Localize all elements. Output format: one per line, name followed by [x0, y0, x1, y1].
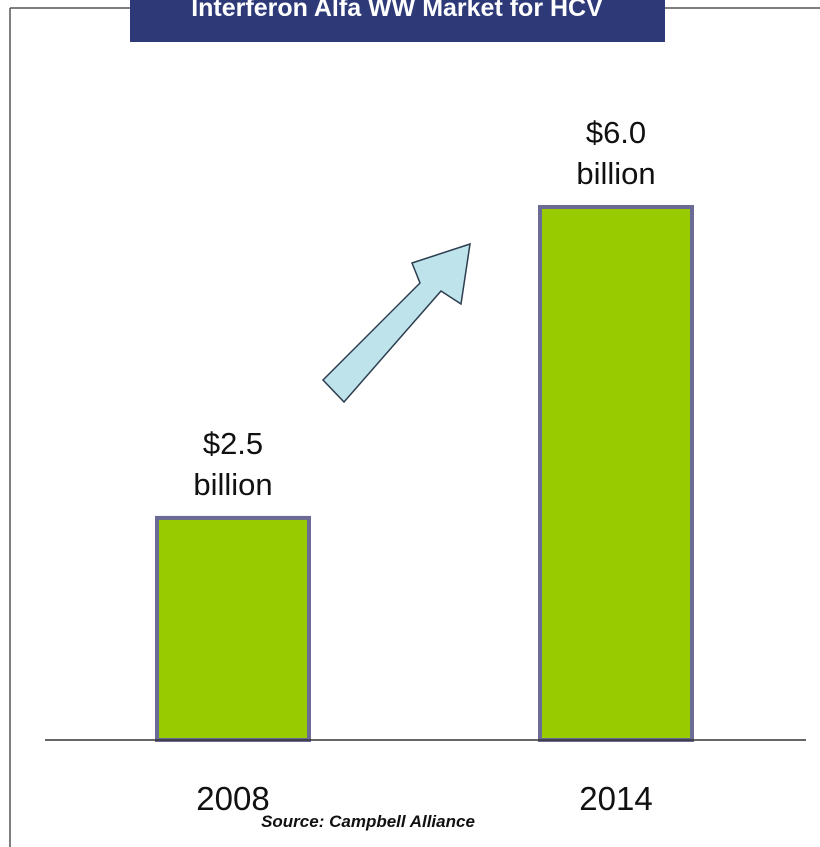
- data-label-2014-unit: billion: [576, 156, 655, 191]
- title-banner: [130, 0, 665, 42]
- source-note: Source: Campbell Alliance: [261, 812, 475, 831]
- x-tick-label-2008: 2008: [196, 780, 269, 817]
- bar-2008: [155, 515, 311, 743]
- x-tick-label-2014: 2014: [579, 780, 652, 817]
- data-label-2008-amount: $2.5: [203, 426, 263, 461]
- bar-2014: [538, 205, 694, 742]
- chart-title: Interferon Alfa WW Market for HCV: [191, 0, 603, 22]
- data-label-2014-amount: $6.0: [586, 115, 646, 150]
- growth-arrow-icon: [321, 242, 471, 404]
- data-label-2008-unit: billion: [193, 467, 272, 502]
